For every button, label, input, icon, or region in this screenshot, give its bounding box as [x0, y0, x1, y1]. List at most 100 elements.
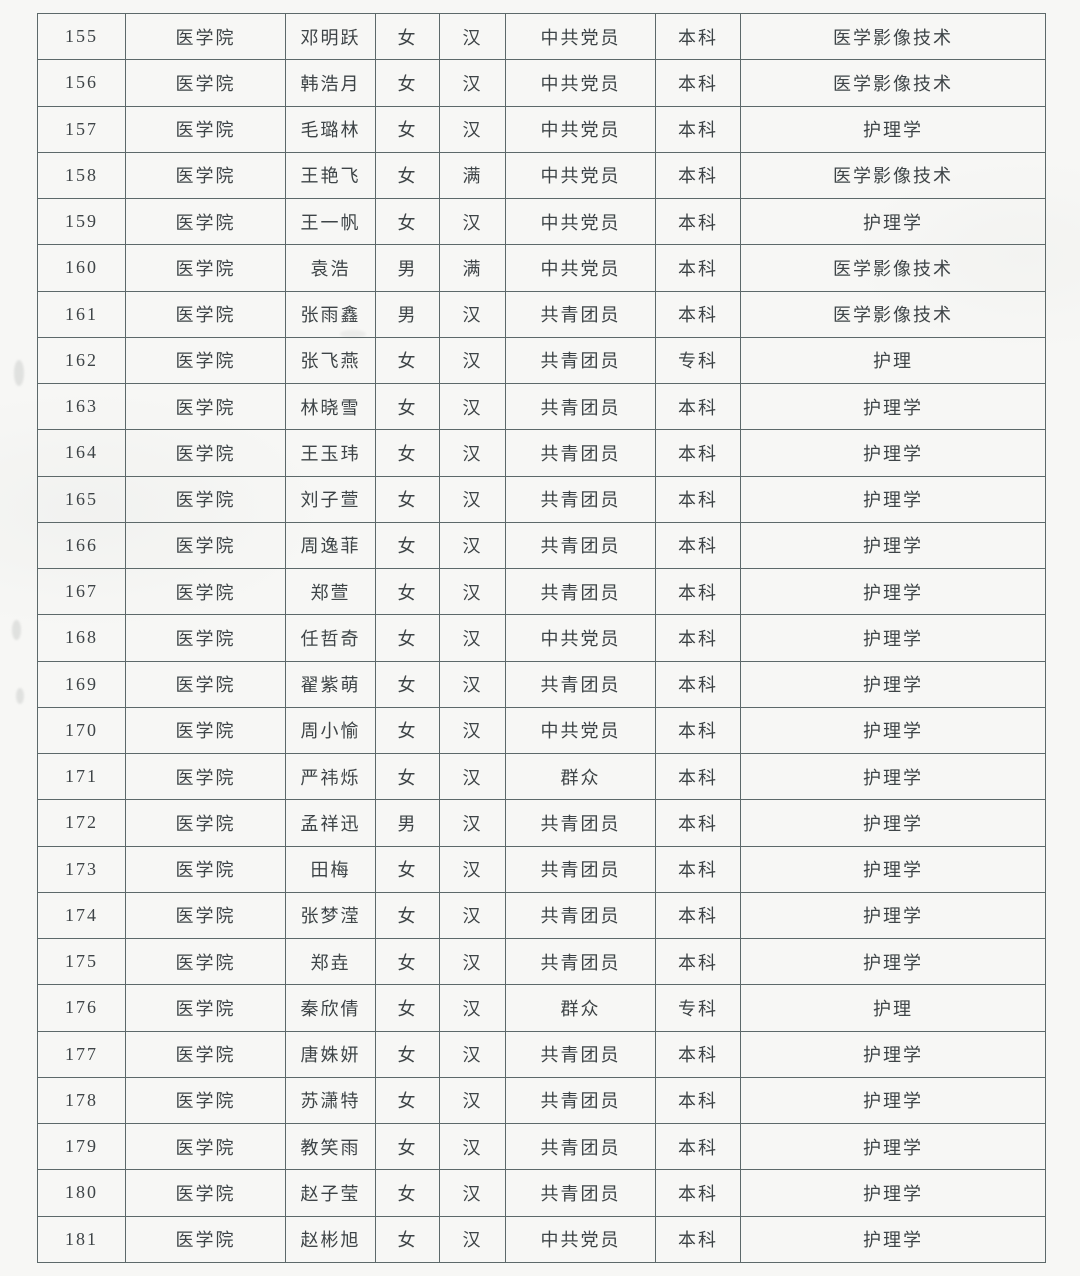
table-row: 168 医学院 任哲奇女汉中共党员 本科 护理学	[37, 614, 1046, 662]
cell-political-status: 中共党员	[505, 12, 656, 61]
cell-student-name: 刘子萱	[285, 475, 376, 523]
cell-serial-number: 171	[37, 752, 126, 801]
cell-college: 医学院	[125, 429, 286, 477]
cell-political-status: 共青团员	[505, 660, 656, 708]
cell-student-name: 任哲奇	[285, 614, 376, 662]
cell-education-level: 本科	[655, 891, 741, 940]
cell-gender: 女	[375, 59, 440, 107]
cell-political-status: 共青团员	[505, 382, 656, 431]
cell-ethnicity: 满	[439, 244, 506, 292]
cell-gender: 男	[375, 244, 440, 292]
table-row: 177 医学院 唐姝妍女汉共青团员 本科 护理学	[37, 1030, 1046, 1078]
cell-gender: 女	[375, 105, 440, 153]
cell-major: 医学影像技术	[740, 12, 1046, 61]
cell-serial-number: 175	[37, 937, 126, 986]
cell-major: 护理学	[740, 937, 1046, 986]
cell-student-name: 田梅	[285, 845, 376, 893]
cell-student-name: 周小愉	[285, 706, 376, 755]
cell-gender: 女	[375, 429, 440, 477]
table-row: 173 医学院 田梅女汉共青团员 本科 护理学	[37, 845, 1046, 893]
cell-ethnicity: 汉	[439, 1169, 506, 1217]
cell-serial-number: 163	[37, 382, 126, 431]
table-row: 170 医学院 周小愉女汉中共党员 本科 护理学	[37, 706, 1046, 755]
cell-major: 护理学	[740, 660, 1046, 708]
cell-major: 护理学	[740, 1215, 1046, 1263]
cell-serial-number: 156	[37, 59, 126, 107]
cell-student-name: 袁浩	[285, 244, 376, 292]
cell-gender: 女	[375, 521, 440, 570]
cell-major: 护理	[740, 336, 1046, 385]
cell-college: 医学院	[125, 475, 286, 523]
cell-ethnicity: 汉	[439, 984, 506, 1032]
cell-college: 医学院	[125, 1030, 286, 1078]
cell-college: 医学院	[125, 244, 286, 292]
cell-major: 护理学	[740, 197, 1046, 246]
cell-political-status: 共青团员	[505, 891, 656, 940]
cell-ethnicity: 汉	[439, 891, 506, 940]
cell-education-level: 本科	[655, 1030, 741, 1078]
cell-gender: 女	[375, 567, 440, 616]
table-row: 164 医学院 王玉玮女汉共青团员 本科 护理学	[37, 429, 1046, 477]
cell-major: 医学影像技术	[740, 151, 1046, 200]
cell-ethnicity: 汉	[439, 336, 506, 385]
cell-college: 医学院	[125, 521, 286, 570]
cell-ethnicity: 汉	[439, 1215, 506, 1263]
cell-student-name: 郑萱	[285, 567, 376, 616]
cell-college: 医学院	[125, 151, 286, 200]
cell-political-status: 共青团员	[505, 336, 656, 385]
cell-major: 护理学	[740, 475, 1046, 523]
cell-political-status: 共青团员	[505, 567, 656, 616]
cell-political-status: 共青团员	[505, 845, 656, 893]
cell-serial-number: 180	[37, 1169, 126, 1217]
cell-gender: 女	[375, 1122, 440, 1171]
cell-political-status: 共青团员	[505, 475, 656, 523]
cell-gender: 男	[375, 290, 440, 338]
cell-college: 医学院	[125, 382, 286, 431]
cell-student-name: 张梦滢	[285, 891, 376, 940]
cell-ethnicity: 汉	[439, 1122, 506, 1171]
cell-ethnicity: 汉	[439, 752, 506, 801]
cell-political-status: 中共党员	[505, 1215, 656, 1263]
cell-student-name: 教笑雨	[285, 1122, 376, 1171]
scan-artifact	[12, 620, 21, 640]
cell-gender: 女	[375, 937, 440, 986]
cell-student-name: 张飞燕	[285, 336, 376, 385]
cell-ethnicity: 汉	[439, 197, 506, 246]
cell-ethnicity: 汉	[439, 799, 506, 847]
cell-student-name: 赵子莹	[285, 1169, 376, 1217]
cell-college: 医学院	[125, 799, 286, 847]
cell-education-level: 专科	[655, 336, 741, 385]
cell-college: 医学院	[125, 752, 286, 801]
cell-education-level: 本科	[655, 12, 741, 61]
cell-political-status: 共青团员	[505, 1030, 656, 1078]
cell-student-name: 邓明跃	[285, 12, 376, 61]
cell-education-level: 本科	[655, 382, 741, 431]
cell-student-name: 郑垚	[285, 937, 376, 986]
table-row: 171 医学院 严祎烁女汉群众 本科 护理学	[37, 752, 1046, 801]
cell-serial-number: 178	[37, 1076, 126, 1125]
cell-ethnicity: 汉	[439, 105, 506, 153]
cell-major: 护理学	[740, 1076, 1046, 1125]
cell-ethnicity: 汉	[439, 290, 506, 338]
cell-major: 医学影像技术	[740, 244, 1046, 292]
cell-college: 医学院	[125, 660, 286, 708]
cell-gender: 女	[375, 151, 440, 200]
cell-serial-number: 162	[37, 336, 126, 385]
table-row: 167 医学院 郑萱女汉共青团员 本科 护理学	[37, 567, 1046, 616]
table-row: 156 医学院 韩浩月女汉中共党员 本科 医学影像技术	[37, 59, 1046, 107]
cell-political-status: 中共党员	[505, 244, 656, 292]
cell-education-level: 本科	[655, 567, 741, 616]
cell-serial-number: 165	[37, 475, 126, 523]
cell-student-name: 王一帆	[285, 197, 376, 246]
cell-college: 医学院	[125, 1215, 286, 1263]
cell-gender: 女	[375, 197, 440, 246]
cell-student-name: 赵彬旭	[285, 1215, 376, 1263]
cell-education-level: 本科	[655, 521, 741, 570]
cell-gender: 女	[375, 845, 440, 893]
cell-political-status: 中共党员	[505, 197, 656, 246]
cell-major: 护理学	[740, 429, 1046, 477]
cell-ethnicity: 汉	[439, 475, 506, 523]
cell-student-name: 王艳飞	[285, 151, 376, 200]
cell-gender: 男	[375, 799, 440, 847]
cell-serial-number: 155	[37, 12, 126, 61]
